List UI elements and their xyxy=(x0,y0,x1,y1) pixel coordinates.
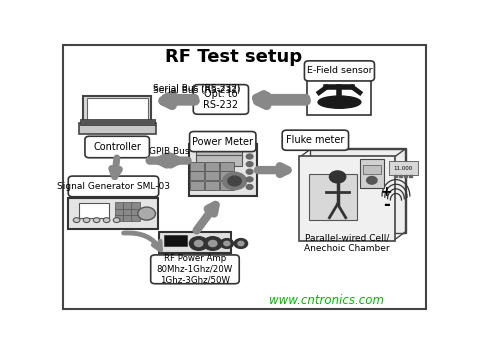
FancyBboxPatch shape xyxy=(219,162,234,170)
Bar xyxy=(409,175,412,177)
Circle shape xyxy=(367,176,377,184)
Text: Serial Bus (RS-232): Serial Bus (RS-232) xyxy=(153,86,240,95)
Text: Opt. to
RS-232: Opt. to RS-232 xyxy=(203,89,239,110)
Text: Signal Generator SML-03: Signal Generator SML-03 xyxy=(57,182,170,191)
FancyBboxPatch shape xyxy=(196,155,241,166)
FancyBboxPatch shape xyxy=(115,203,123,209)
FancyBboxPatch shape xyxy=(151,255,239,284)
Text: +: + xyxy=(381,185,392,199)
FancyBboxPatch shape xyxy=(83,96,151,125)
Circle shape xyxy=(73,218,80,223)
Bar xyxy=(404,175,407,177)
Text: E-Field sensor: E-Field sensor xyxy=(306,66,372,76)
Text: Serial Bus (RS-232): Serial Bus (RS-232) xyxy=(153,84,240,93)
FancyBboxPatch shape xyxy=(309,174,357,220)
Circle shape xyxy=(113,218,120,223)
FancyBboxPatch shape xyxy=(190,162,204,170)
FancyBboxPatch shape xyxy=(64,45,426,309)
Text: GPIB Bus: GPIB Bus xyxy=(149,147,190,156)
Circle shape xyxy=(204,237,222,250)
Circle shape xyxy=(220,239,233,249)
Circle shape xyxy=(103,218,110,223)
FancyBboxPatch shape xyxy=(190,171,204,180)
FancyBboxPatch shape xyxy=(79,119,155,125)
FancyBboxPatch shape xyxy=(85,136,150,158)
FancyBboxPatch shape xyxy=(193,85,249,114)
FancyBboxPatch shape xyxy=(219,181,234,190)
Text: -: - xyxy=(383,197,390,214)
FancyBboxPatch shape xyxy=(123,208,131,215)
Circle shape xyxy=(208,240,217,246)
FancyBboxPatch shape xyxy=(131,208,140,215)
Circle shape xyxy=(223,172,247,190)
Text: Power Meter: Power Meter xyxy=(192,137,253,146)
FancyBboxPatch shape xyxy=(363,165,381,174)
FancyBboxPatch shape xyxy=(282,130,348,150)
FancyBboxPatch shape xyxy=(68,198,159,229)
FancyBboxPatch shape xyxy=(79,203,109,218)
FancyBboxPatch shape xyxy=(189,144,257,196)
Circle shape xyxy=(246,162,253,167)
Bar xyxy=(399,175,402,177)
FancyBboxPatch shape xyxy=(307,79,371,115)
Circle shape xyxy=(138,207,155,220)
FancyBboxPatch shape xyxy=(68,176,159,197)
Circle shape xyxy=(224,241,230,246)
Text: Controller: Controller xyxy=(93,142,141,152)
Ellipse shape xyxy=(318,96,361,108)
FancyBboxPatch shape xyxy=(79,123,156,134)
FancyBboxPatch shape xyxy=(159,232,231,253)
FancyBboxPatch shape xyxy=(190,181,204,190)
Text: Parallel-wired Cell/
Anechoic Chamber: Parallel-wired Cell/ Anechoic Chamber xyxy=(304,234,390,253)
Circle shape xyxy=(189,237,208,250)
FancyBboxPatch shape xyxy=(115,214,123,221)
Circle shape xyxy=(234,239,248,249)
Text: RF Power Amp
80Mhz-1Ghz/20W
1Ghz-3Ghz/50W: RF Power Amp 80Mhz-1Ghz/20W 1Ghz-3Ghz/50… xyxy=(157,255,233,284)
FancyBboxPatch shape xyxy=(131,203,140,209)
FancyBboxPatch shape xyxy=(205,162,219,170)
FancyBboxPatch shape xyxy=(190,132,256,152)
FancyBboxPatch shape xyxy=(164,235,187,246)
Circle shape xyxy=(93,218,100,223)
Circle shape xyxy=(246,177,253,182)
Bar xyxy=(394,175,397,177)
Text: Fluke meter: Fluke meter xyxy=(286,135,345,145)
FancyBboxPatch shape xyxy=(360,159,383,188)
FancyBboxPatch shape xyxy=(131,214,140,221)
FancyBboxPatch shape xyxy=(205,171,219,180)
Circle shape xyxy=(195,240,203,246)
Circle shape xyxy=(246,169,253,174)
Circle shape xyxy=(83,218,90,223)
Circle shape xyxy=(228,176,241,186)
Circle shape xyxy=(238,241,244,246)
FancyBboxPatch shape xyxy=(389,161,418,175)
FancyBboxPatch shape xyxy=(123,214,131,221)
Circle shape xyxy=(329,171,346,183)
FancyBboxPatch shape xyxy=(115,208,123,215)
Text: RF Test setup: RF Test setup xyxy=(165,48,303,66)
FancyBboxPatch shape xyxy=(205,181,219,190)
FancyBboxPatch shape xyxy=(196,145,241,159)
FancyBboxPatch shape xyxy=(310,148,406,233)
FancyBboxPatch shape xyxy=(87,98,148,122)
Circle shape xyxy=(246,185,253,190)
FancyBboxPatch shape xyxy=(298,156,395,241)
FancyBboxPatch shape xyxy=(123,203,131,209)
Text: 11.000: 11.000 xyxy=(394,166,413,170)
FancyBboxPatch shape xyxy=(304,61,374,81)
Circle shape xyxy=(246,154,253,159)
FancyBboxPatch shape xyxy=(219,171,234,180)
Text: www.cntronics.com: www.cntronics.com xyxy=(269,294,384,307)
